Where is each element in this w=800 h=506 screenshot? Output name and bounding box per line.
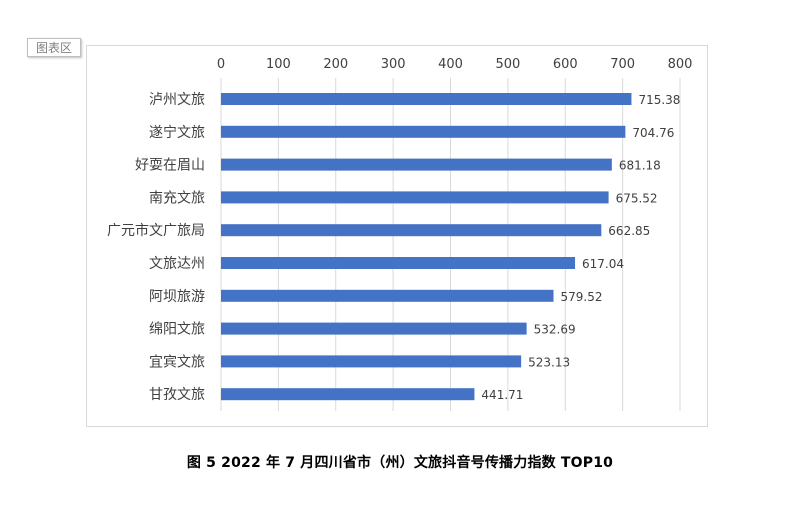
x-tick-label: 400 [438,57,463,72]
data-label: 681.18 [619,159,661,173]
data-label: 441.71 [481,388,523,402]
x-tick-label: 0 [217,57,225,72]
category-label: 文旅达州 [149,256,205,272]
bar [221,388,475,401]
data-label: 662.85 [608,224,650,238]
bar [221,93,632,105]
x-tick-label: 700 [610,57,635,72]
x-tick-label: 600 [553,57,578,72]
data-label: 617.04 [582,257,624,271]
category-label: 阿坝旅游 [149,289,205,305]
x-tick-label: 100 [266,57,291,72]
data-label: 675.52 [616,191,658,205]
category-label: 好耍在眉山 [135,158,205,174]
bar [221,191,609,204]
data-label: 704.76 [632,126,674,140]
category-label: 遂宁文旅 [149,124,205,141]
bar [221,224,602,237]
data-label: 715.38 [638,93,680,107]
data-label: 532.69 [534,323,576,337]
x-tick-label: 800 [668,57,693,72]
bar [221,125,626,138]
category-label: 泸州文旅 [149,92,205,108]
bar [221,322,527,335]
x-tick-label: 200 [323,57,348,72]
figure-caption: 图 5 2022 年 7 月四川省市（州）文旅抖音号传播力指数 TOP10 [186,455,614,471]
bar [221,289,554,302]
data-label: 523.13 [528,355,570,369]
bar [221,158,612,171]
bar [221,355,522,368]
category-label: 南充文旅 [149,190,205,206]
category-label: 绵阳文旅 [149,321,205,338]
category-label: 广元市文广旅局 [107,222,205,239]
category-label: 宜宾文旅 [149,354,205,370]
x-tick-label: 500 [495,57,520,72]
category-label: 甘孜文旅 [149,387,205,403]
data-label: 579.52 [560,290,602,304]
x-tick-label: 300 [381,57,406,72]
chart-area-tag: 图表区 [27,38,81,57]
bar-chart: 0 100 200 300 400 500 600 700 800 泸州文旅 715.38 遂宁文旅 7… [107,57,693,411]
bar [221,257,576,269]
